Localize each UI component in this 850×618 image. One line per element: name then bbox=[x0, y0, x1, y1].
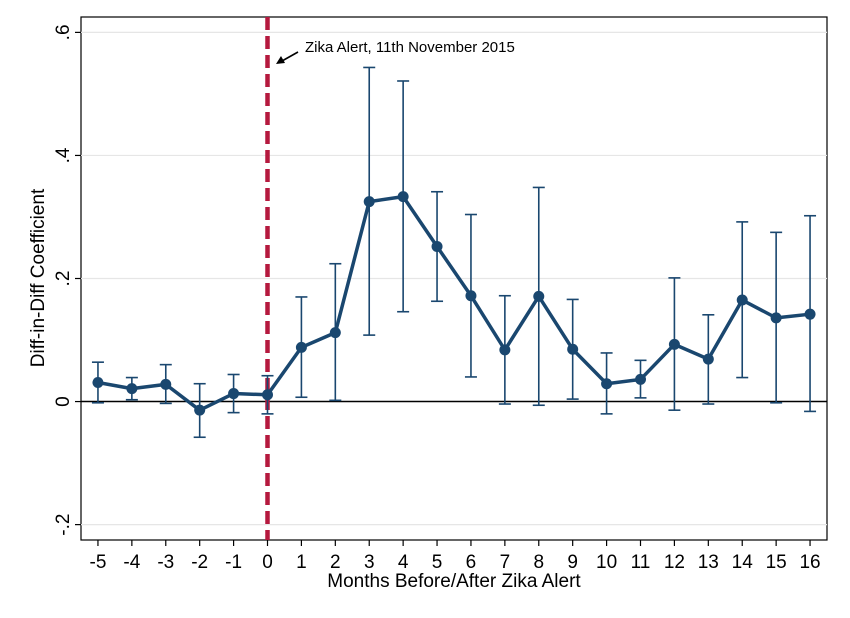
x-tick-label: -4 bbox=[123, 552, 140, 573]
grid bbox=[81, 31, 827, 526]
annotation-arrow bbox=[281, 51, 299, 62]
y-tick-label: -.2 bbox=[53, 514, 74, 536]
data-points bbox=[92, 191, 816, 416]
data-point bbox=[770, 312, 782, 324]
x-tick-label: 0 bbox=[262, 552, 273, 573]
y-tick-label: .2 bbox=[53, 271, 74, 287]
data-point bbox=[465, 290, 477, 302]
data-point bbox=[160, 378, 172, 390]
x-tick-label: 12 bbox=[664, 552, 685, 573]
annotation: Zika Alert, 11th November 2015 bbox=[276, 39, 515, 64]
data-point bbox=[635, 373, 646, 385]
data-point bbox=[601, 378, 613, 390]
data-point bbox=[668, 338, 680, 350]
x-tick-label: -2 bbox=[191, 552, 208, 573]
x-tick-label: 5 bbox=[432, 552, 443, 573]
data-point bbox=[533, 290, 545, 302]
x-tick-label: 6 bbox=[466, 552, 477, 573]
x-tick-label: 16 bbox=[799, 552, 820, 573]
x-tick-label: 11 bbox=[631, 552, 651, 573]
x-tick-label: 15 bbox=[766, 552, 787, 573]
x-tick-label: -3 bbox=[157, 552, 174, 573]
data-point bbox=[228, 388, 240, 400]
x-tick-label: 10 bbox=[596, 552, 617, 573]
data-point bbox=[329, 327, 341, 339]
series-line bbox=[97, 194, 811, 412]
data-point bbox=[736, 294, 748, 306]
data-point bbox=[363, 196, 375, 208]
data-point bbox=[431, 241, 443, 253]
y-tick-label: 0 bbox=[53, 396, 74, 407]
x-tick-label: 1 bbox=[296, 552, 307, 573]
y-axis-title: Diff-in-Diff Coefficient bbox=[28, 188, 49, 367]
x-tick-label: 13 bbox=[698, 552, 719, 573]
data-point bbox=[702, 353, 714, 365]
x-tick-label: -5 bbox=[90, 552, 107, 573]
annotation-text: Zika Alert, 11th November 2015 bbox=[305, 39, 515, 56]
x-axis-title: Months Before/After Zika Alert bbox=[327, 571, 581, 592]
data-point bbox=[397, 191, 409, 203]
x-tick-label: 4 bbox=[398, 552, 409, 573]
x-tick-label: 8 bbox=[533, 552, 544, 573]
data-point bbox=[92, 376, 104, 388]
y-tick-label: .6 bbox=[53, 24, 74, 40]
data-point bbox=[295, 341, 307, 353]
data-point bbox=[126, 383, 138, 395]
x-tick-label: 7 bbox=[500, 552, 511, 573]
x-tick-label: 9 bbox=[567, 552, 578, 573]
x-axis: -5 -4 -3 -2 -1 0 1 2 3 4 5 6 7 8 9 10 11 12 13 14 15 16 bbox=[90, 540, 821, 573]
y-axis: -.2 0 .2 .4 .6 bbox=[53, 24, 81, 536]
data-point bbox=[194, 404, 206, 416]
x-tick-label: -1 bbox=[225, 552, 242, 573]
x-tick-label: 2 bbox=[330, 552, 341, 573]
y-tick-label: .4 bbox=[53, 147, 74, 163]
annotation-arrowhead bbox=[276, 56, 285, 64]
data-point bbox=[804, 308, 816, 320]
data-point bbox=[567, 343, 579, 355]
x-tick-label: 14 bbox=[732, 552, 754, 573]
x-tick-label: 3 bbox=[364, 552, 375, 573]
data-point bbox=[499, 344, 511, 356]
data-point bbox=[262, 389, 273, 401]
